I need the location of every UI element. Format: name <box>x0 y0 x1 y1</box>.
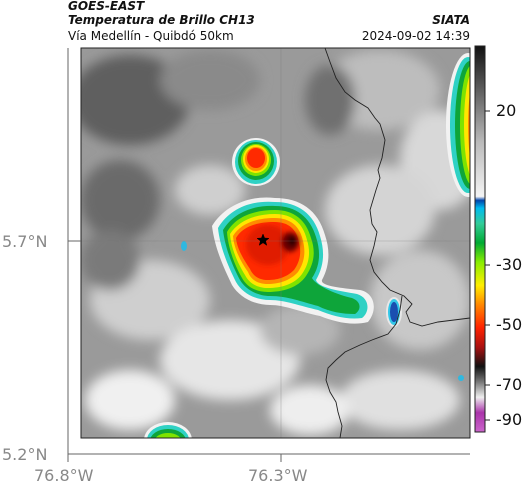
storm-cell-north <box>232 138 280 186</box>
colorbar-label-minus50: -50 <box>496 315 523 334</box>
datetime-label: 2024-09-02 14:39 <box>361 29 470 43</box>
colorbar <box>475 46 485 432</box>
product-title: Temperatura de Brillo CH13 <box>68 13 255 27</box>
colorbar-label-minus30: -30 <box>496 255 523 274</box>
storm-cell-main <box>212 197 374 324</box>
storm-cell-east <box>446 53 470 197</box>
lon-label-76.3: 76.3°W <box>248 466 308 485</box>
lat-label-5.2: 5.2°N <box>2 445 48 464</box>
lat-label-5.7: 5.7°N <box>2 232 48 251</box>
boundary-line <box>324 48 470 438</box>
colorbar-ticks <box>485 110 490 421</box>
colorbar-label-minus70: -70 <box>496 375 523 394</box>
colorbar-label-minus90: -90 <box>496 410 523 429</box>
map-area <box>81 48 470 438</box>
org-label: SIATA <box>432 13 470 27</box>
star-icon <box>256 233 270 246</box>
colorbar-label-20: 20 <box>496 101 517 120</box>
route-label: Vía Medellín - Quibdó 50km <box>68 29 234 43</box>
map-frame <box>80 47 471 439</box>
storm-cell-southwest <box>144 422 192 438</box>
axis-ticks <box>67 48 470 462</box>
satellite-label: GOES-EAST <box>68 0 145 13</box>
lon-label-76.8: 76.8°W <box>34 466 94 485</box>
